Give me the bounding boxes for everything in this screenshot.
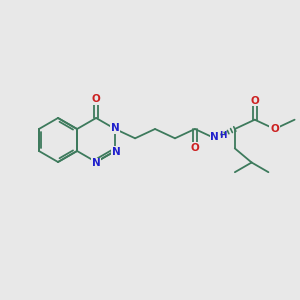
Text: H: H [219, 131, 226, 140]
Text: N: N [111, 123, 119, 133]
Text: O: O [190, 143, 199, 153]
Text: N: N [92, 158, 100, 169]
Text: N: N [112, 147, 121, 157]
Text: N: N [211, 132, 219, 142]
Text: O: O [250, 96, 259, 106]
Text: O: O [270, 124, 279, 134]
Text: O: O [92, 94, 100, 104]
